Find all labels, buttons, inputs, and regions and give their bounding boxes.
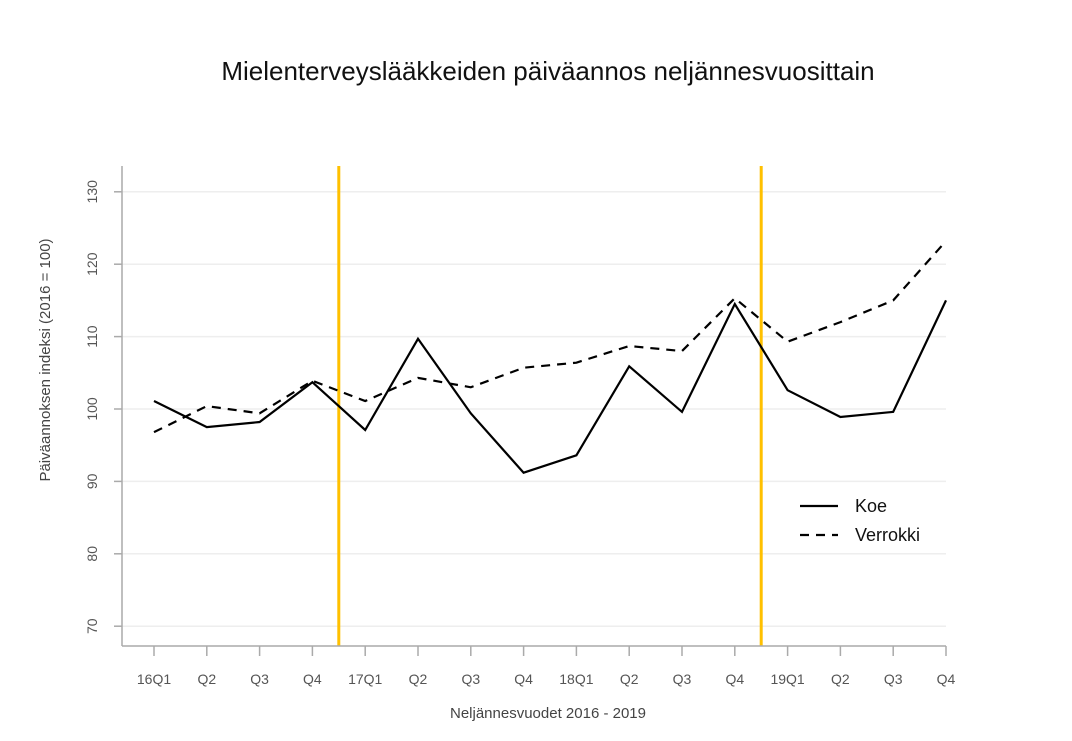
x-ticks: 16Q1 Q2 Q3 Q4 17Q1 Q2 Q3 Q4 18Q1 Q2 Q3 Q4 19Q1 Q2 Q3 Q4 (137, 646, 956, 687)
chart-title: Mielenterveyslääkkeiden päiväannos neljä… (221, 56, 874, 86)
x-tick-label: Q2 (831, 671, 850, 687)
x-tick-label: Q3 (673, 671, 692, 687)
legend: Koe Verrokki (800, 496, 920, 545)
vertical-markers (339, 166, 761, 646)
y-axis-label: Päiväannoksen indeksi (2016 = 100) (37, 238, 54, 481)
y-tick-label: 80 (84, 546, 100, 562)
x-tick-label: Q3 (461, 671, 480, 687)
y-tick-label: 120 (84, 252, 100, 276)
series-lines (154, 241, 946, 473)
legend-label-verrokki: Verrokki (855, 525, 920, 545)
x-tick-label: Q2 (197, 671, 216, 687)
x-tick-label: 19Q1 (770, 671, 804, 687)
y-ticks: 70 80 90 100 110 120 130 (84, 180, 122, 634)
x-tick-label: 16Q1 (137, 671, 171, 687)
y-tick-label: 100 (84, 397, 100, 421)
x-tick-label: 17Q1 (348, 671, 382, 687)
x-tick-label: Q2 (620, 671, 639, 687)
x-axis-label: Neljännesvuodet 2016 - 2019 (450, 705, 646, 722)
x-tick-label: Q3 (884, 671, 903, 687)
x-tick-label: Q4 (303, 671, 322, 687)
x-tick-label: 18Q1 (559, 671, 593, 687)
y-tick-label: 130 (84, 180, 100, 204)
x-tick-label: Q4 (514, 671, 533, 687)
legend-label-koe: Koe (855, 496, 887, 516)
y-tick-label: 90 (84, 473, 100, 489)
x-tick-label: Q3 (250, 671, 269, 687)
y-tick-label: 70 (84, 618, 100, 634)
series-line-koe (154, 300, 946, 472)
x-tick-label: Q4 (937, 671, 956, 687)
y-tick-label: 110 (84, 325, 100, 348)
x-tick-label: Q2 (409, 671, 428, 687)
x-tick-label: Q4 (725, 671, 744, 687)
